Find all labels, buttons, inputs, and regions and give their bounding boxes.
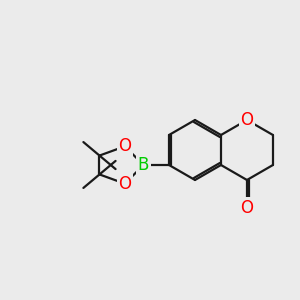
Text: B: B — [138, 156, 149, 174]
Text: O: O — [118, 175, 131, 193]
Text: O: O — [241, 199, 254, 217]
Text: O: O — [241, 111, 254, 129]
Text: O: O — [118, 137, 131, 155]
